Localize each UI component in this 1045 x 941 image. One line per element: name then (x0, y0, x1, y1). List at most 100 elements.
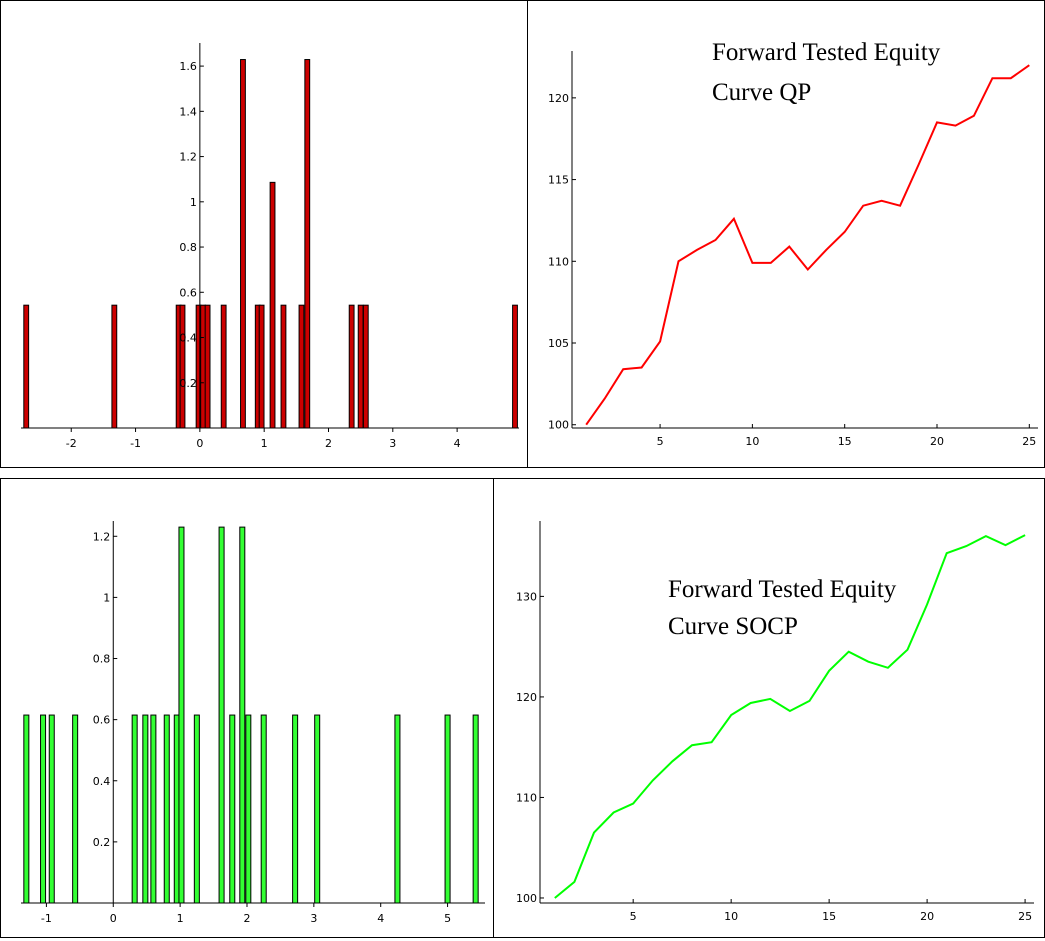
qp-hist-bar (298, 304, 305, 429)
socp-hist-bar (292, 714, 299, 904)
socp-hist-xtick-label: -1 (41, 912, 52, 925)
socp-curve-title-line2: Curve SOCP (668, 613, 798, 640)
qp-hist-bar (111, 304, 118, 429)
socp-hist-bar (239, 526, 246, 904)
socp-hist-bar (72, 714, 79, 904)
socp-hist-x-ticks: -1 0 1 2 3 4 5 (41, 903, 451, 925)
socp-hist-bar (218, 526, 225, 904)
socp-hist-ytick-label: 0.8 (93, 653, 111, 666)
socp-hist-ytick-label: 0.2 (93, 836, 111, 849)
qp-hist-xtick-label: 4 (454, 437, 461, 450)
socp-hist-ytick-label: 0.6 (93, 714, 111, 727)
qp-curve-ytick-label: 115 (548, 174, 569, 187)
qp-hist-bar (304, 59, 311, 429)
qp-hist-xtick-label: -2 (66, 437, 77, 450)
socp-curve-ytick-label: 120 (516, 691, 537, 704)
socp-hist-xtick-label: 1 (177, 912, 184, 925)
socp-curve-y-ticks: 100 110 120 130 (516, 590, 544, 905)
socp-hist-bar (163, 714, 170, 904)
socp-hist-bar (48, 714, 55, 904)
qp-curve-title-line2: Curve QP (712, 79, 811, 106)
socp-equity-line (554, 534, 1026, 899)
socp-hist-xtick-label: 3 (310, 912, 317, 925)
qp-hist-bar (220, 304, 227, 429)
qp-hist-ytick-label: 1.2 (179, 151, 197, 164)
qp-hist-bar (240, 59, 246, 429)
qp-hist-bar (348, 304, 355, 429)
socp-hist-bar (178, 526, 185, 904)
qp-hist-bar (23, 304, 30, 429)
socp-curve-xtick-label: 15 (822, 910, 836, 923)
socp-curve-xtick-label: 20 (920, 910, 934, 923)
socp-hist-xtick-label: 4 (377, 912, 384, 925)
qp-histogram-chart: -2 -1 0 1 2 3 4 0.2 0.4 0.6 0.8 1 1.2 1.4 1.6 (21, 43, 519, 450)
qp-hist-xtick-label: 2 (325, 437, 332, 450)
socp-histogram-chart: -1 0 1 2 3 4 5 0.2 0.4 0.6 0.8 1 1.2 (21, 521, 485, 925)
qp-hist-bar (179, 304, 186, 429)
socp-hist-xtick-label: 5 (444, 912, 451, 925)
socp-curve-title-line1: Forward Tested Equity (668, 576, 897, 603)
qp-hist-ytick-label: 0.2 (179, 377, 197, 390)
socp-curve-xtick-label: 10 (724, 910, 738, 923)
qp-curve-ytick-label: 110 (548, 255, 569, 268)
qp-hist-xtick-label: 3 (389, 437, 396, 450)
qp-hist-ytick-label: 1.6 (179, 60, 197, 73)
qp-curve-x-ticks: 5 10 15 20 25 (657, 424, 1036, 448)
socp-hist-bar (229, 714, 236, 904)
socp-equity-panel: 5 10 15 20 25 100 110 120 130 Forward Tested Eq… (493, 478, 1045, 938)
qp-equity-chart: 5 10 15 20 25 100 105 110 115 120 Forward Tested… (548, 39, 1038, 448)
qp-hist-ytick-label: 0.6 (179, 286, 197, 299)
socp-hist-bar (245, 714, 252, 904)
socp-hist-bar (444, 714, 451, 904)
socp-hist-xtick-label: 2 (243, 912, 250, 925)
socp-hist-bar (394, 714, 401, 904)
socp-hist-ytick-label: 1.2 (93, 530, 111, 543)
qp-curve-xtick-label: 25 (1022, 435, 1036, 448)
qp-curve-ytick-label: 105 (548, 337, 569, 350)
qp-hist-bar (280, 304, 287, 429)
socp-hist-y-ticks: 0.2 0.4 0.6 0.8 1 1.2 (93, 530, 118, 849)
qp-hist-xtick-label: 1 (261, 437, 268, 450)
qp-histogram-panel: -2 -1 0 1 2 3 4 0.2 0.4 0.6 0.8 1 1.2 1.4 1.6 (0, 0, 528, 468)
socp-hist-bar (23, 714, 30, 904)
qp-hist-bar (357, 304, 364, 429)
socp-curve-ytick-label: 100 (516, 892, 537, 905)
socp-curve-xtick-label: 25 (1018, 910, 1032, 923)
qp-hist-xtick-label: 0 (196, 437, 203, 450)
qp-hist-bar (204, 304, 211, 429)
qp-equity-line (585, 64, 1030, 426)
qp-hist-ytick-label: 1.4 (179, 105, 197, 118)
qp-curve-xtick-label: 15 (838, 435, 852, 448)
qp-hist-ytick-label: 0.4 (179, 332, 197, 345)
socp-hist-bar (40, 714, 47, 904)
socp-hist-bar (314, 714, 321, 904)
socp-curve-xtick-label: 5 (630, 910, 637, 923)
qp-hist-bar (258, 304, 265, 429)
socp-hist-bar (193, 714, 200, 904)
qp-curve-title-line1: Forward Tested Equity (712, 39, 941, 66)
socp-curve-x-ticks: 5 10 15 20 25 (630, 899, 1032, 923)
socp-hist-ytick-label: 0.4 (93, 775, 111, 788)
qp-equity-panel: 5 10 15 20 25 100 105 110 115 120 Forward Tested… (527, 0, 1045, 468)
qp-hist-ytick-label: 1 (190, 196, 197, 209)
socp-histogram-panel: -1 0 1 2 3 4 5 0.2 0.4 0.6 0.8 1 1.2 (0, 478, 494, 938)
qp-hist-x-ticks: -2 -1 0 1 2 3 4 (66, 428, 461, 450)
qp-hist-bar (512, 304, 518, 429)
socp-hist-bar (142, 714, 149, 904)
qp-curve-ytick-label: 120 (548, 92, 569, 105)
qp-curve-ytick-label: 100 (548, 419, 569, 432)
socp-hist-bar (131, 714, 138, 904)
qp-curve-xtick-label: 20 (930, 435, 944, 448)
qp-hist-ytick-label: 0.8 (179, 241, 197, 254)
qp-curve-xtick-label: 10 (745, 435, 759, 448)
socp-hist-bar (150, 714, 157, 904)
qp-hist-bar (269, 181, 276, 429)
qp-hist-y-ticks: 0.2 0.4 0.6 0.8 1 1.2 1.4 1.6 (179, 60, 204, 390)
qp-hist-xtick-label: -1 (130, 437, 141, 450)
socp-equity-chart: 5 10 15 20 25 100 110 120 130 Forward Tested Eq… (516, 521, 1034, 923)
qp-hist-bar (362, 304, 369, 429)
qp-histogram-bars (23, 59, 518, 429)
socp-hist-xtick-label: 0 (110, 912, 117, 925)
socp-hist-bar (472, 714, 479, 904)
socp-hist-ytick-label: 1 (103, 591, 110, 604)
